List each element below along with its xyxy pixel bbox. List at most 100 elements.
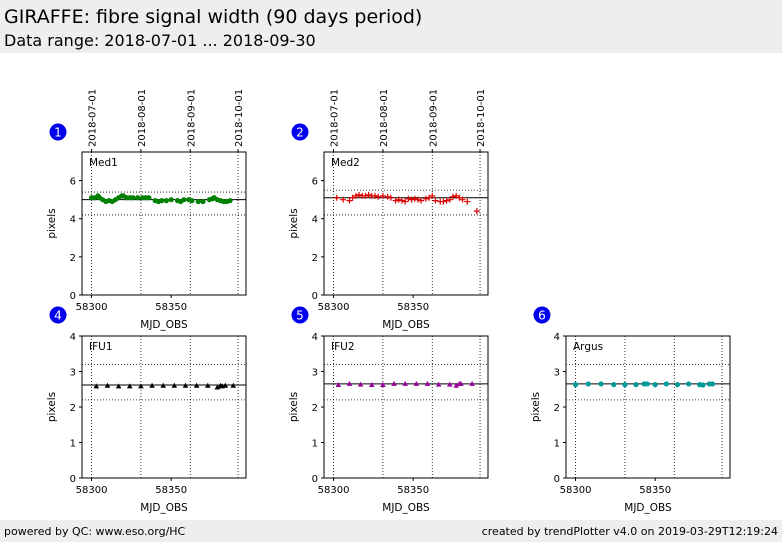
data-point (453, 192, 460, 199)
x-tick-label: 58300 (318, 302, 350, 313)
panel-badge-number: 1 (54, 126, 62, 140)
x-axis-label: MJD_OBS (624, 502, 672, 514)
data-point (399, 197, 406, 204)
axes-frame (565, 335, 731, 479)
data-point (411, 195, 418, 202)
data-point (459, 196, 466, 203)
data-point (189, 198, 195, 204)
y-tick-label: 1 (70, 439, 76, 450)
x-tick-label: 58350 (397, 302, 429, 313)
data-point (193, 382, 200, 388)
data-point (435, 381, 442, 387)
data-point (453, 382, 459, 388)
data-point (227, 198, 233, 204)
data-point (168, 197, 174, 203)
date-tick-label: 2018-07-01 (88, 89, 99, 147)
y-tick-label: 4 (312, 332, 318, 343)
panel-badge (291, 123, 309, 141)
chart-panel-6: 0 1 2 3 4 58300 58350 MJD_OBS pixels Argus 6 (530, 306, 731, 514)
y-tick-label: 2 (312, 253, 318, 264)
data-point (346, 380, 353, 386)
y-tick-label: 2 (554, 403, 560, 414)
y-axis-label: pixels (46, 392, 58, 422)
data-point (340, 196, 347, 203)
data-point (214, 384, 221, 390)
data-point (160, 382, 167, 388)
data-point (446, 381, 453, 387)
panel-badge-number: 6 (538, 309, 546, 323)
y-tick-label: 0 (554, 474, 560, 485)
panel-badge (291, 306, 309, 324)
data-point (473, 208, 480, 215)
date-tick-label: 2018-08-01 (379, 89, 390, 147)
panel-label: Argus (573, 341, 603, 353)
data-point (352, 192, 359, 199)
data-point (585, 381, 591, 387)
data-point (644, 381, 650, 387)
data-point (598, 381, 604, 387)
x-tick-label: 58300 (318, 485, 350, 496)
y-tick-label: 2 (312, 403, 318, 414)
date-tick-label: 2018-10-01 (234, 89, 245, 147)
panel-label: IFU1 (89, 341, 113, 353)
date-tick-label: 2018-10-01 (476, 89, 487, 147)
y-tick-label: 6 (70, 177, 76, 188)
data-point (686, 381, 692, 387)
data-point (432, 197, 439, 204)
x-tick-label: 58300 (76, 485, 108, 496)
data-point (171, 382, 178, 388)
chart-panel-2: 0 2 4 6 58300 58350 2018-07-01 2018-08-01 2018-0… (288, 89, 489, 331)
y-tick-label: 3 (312, 368, 318, 379)
x-axis-label: MJD_OBS (140, 502, 188, 514)
data-point (458, 380, 464, 386)
data-point (449, 193, 456, 200)
data-point (230, 382, 237, 388)
report-header: GIRAFFE: fibre signal width (90 days per… (0, 0, 782, 53)
data-point (135, 195, 141, 201)
data-point (440, 198, 447, 205)
data-point (709, 381, 716, 387)
panel-badge-number: 5 (296, 309, 304, 323)
x-axis-label: MJD_OBS (140, 319, 188, 331)
data-point (115, 383, 122, 389)
data-point (333, 194, 340, 201)
data-point (395, 196, 402, 203)
data-point (375, 193, 382, 200)
y-tick-label: 4 (70, 332, 76, 343)
panel-badge (533, 306, 551, 324)
y-tick-label: 4 (312, 215, 318, 226)
data-point (349, 194, 356, 201)
data-point (429, 192, 436, 199)
data-point (611, 382, 617, 388)
panel-label: Med1 (89, 157, 118, 169)
data-point (443, 197, 450, 204)
data-point (622, 382, 628, 388)
y-axis-label: pixels (288, 208, 300, 238)
data-point (464, 198, 471, 205)
data-point (633, 382, 639, 388)
data-point (456, 194, 463, 201)
data-point (424, 380, 431, 386)
data-point (413, 380, 420, 386)
data-point (380, 381, 386, 387)
data-point (204, 382, 211, 388)
y-tick-label: 2 (70, 253, 76, 264)
y-tick-label: 3 (70, 368, 76, 379)
axes-frame (323, 151, 489, 296)
panel-badge-number: 2 (296, 126, 304, 140)
x-tick-label: 58350 (155, 485, 187, 496)
y-tick-label: 4 (554, 332, 560, 343)
x-tick-label: 58350 (639, 485, 671, 496)
data-point (368, 381, 375, 387)
page-subtitle: Data range: 2018-07-01 ... 2018-09-30 (4, 31, 316, 50)
data-point (426, 194, 433, 201)
data-point (149, 382, 155, 388)
x-axis-label: MJD_OBS (382, 319, 430, 331)
y-tick-label: 0 (312, 474, 318, 485)
data-point (652, 382, 658, 388)
chart-panel-1: 0 2 4 6 58300 58350 2018-07-01 2018-08-01 2018-0… (46, 89, 247, 331)
data-point (200, 198, 206, 205)
data-point (379, 192, 386, 199)
panel-badge-number: 4 (54, 309, 62, 323)
